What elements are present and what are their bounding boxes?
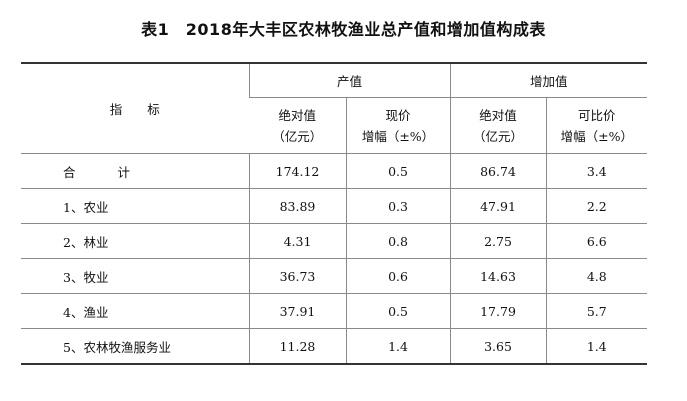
output-abs-cell: 4.31 xyxy=(248,223,346,259)
row-label: 5、农林牧渔服务业 xyxy=(21,328,249,365)
added-abs-cell: 2.75 xyxy=(449,223,547,259)
added-growth-header-line1: 可比价 xyxy=(578,107,616,123)
added-growth-cell: 3.4 xyxy=(545,153,648,189)
indicator-header: 指 标 xyxy=(21,62,249,154)
added-abs-cell: 17.79 xyxy=(449,293,547,329)
added-growth-cell: 2.2 xyxy=(545,188,648,224)
added-growth-cell: 6.6 xyxy=(545,223,648,259)
output-abs-header-line1: 绝对值 xyxy=(278,107,316,123)
header-row-1: 指 标 产值 增加值 xyxy=(21,62,648,154)
table-row: 5、农林牧渔服务业 11.28 1.4 3.65 1.4 xyxy=(21,328,648,365)
added-abs-header: 绝对值 （亿元） xyxy=(449,97,547,154)
added-growth-cell: 4.8 xyxy=(545,258,648,294)
output-growth-cell: 0.3 xyxy=(345,188,451,224)
row-label-part: 合 xyxy=(63,164,76,180)
added-growth-header: 可比价 增幅（±%） xyxy=(545,97,648,154)
header-row-2: 绝对值 （亿元） 现价 增幅（±%） 绝对值 （亿元） 可比价 增幅（±%） xyxy=(21,97,648,154)
table-row: 3、牧业 36.73 0.6 14.63 4.8 xyxy=(21,258,648,294)
output-abs-cell: 11.28 xyxy=(248,328,346,365)
row-label-part: 计 xyxy=(117,164,131,180)
added-abs-header-line2: （亿元） xyxy=(473,128,524,144)
table-row: 4、渔业 37.91 0.5 17.79 5.7 xyxy=(21,293,648,329)
table-row: 合计 174.12 0.5 86.74 3.4 xyxy=(21,153,648,189)
added-abs-header-line1: 绝对值 xyxy=(479,107,517,123)
row-label: 合计 xyxy=(21,153,249,189)
table-title: 表1 2018年大丰区农林牧渔业总产值和增加值构成表 xyxy=(141,20,546,39)
output-abs-header: 绝对值 （亿元） xyxy=(249,97,346,154)
added-abs-cell: 3.65 xyxy=(449,328,547,365)
added-abs-cell: 86.74 xyxy=(449,153,547,189)
output-growth-cell: 0.5 xyxy=(345,153,451,189)
output-growth-header: 现价 增幅（±%） xyxy=(345,97,451,154)
row-label: 4、渔业 xyxy=(21,293,249,329)
output-abs-cell: 36.73 xyxy=(248,258,346,294)
output-value-header: 产值 xyxy=(248,62,451,98)
output-growth-cell: 0.5 xyxy=(345,293,451,329)
added-value-header: 增加值 xyxy=(449,62,648,98)
output-abs-cell: 174.12 xyxy=(248,153,346,189)
added-abs-cell: 14.63 xyxy=(449,258,547,294)
table-row: 2、林业 4.31 0.8 2.75 6.6 xyxy=(21,223,648,259)
added-growth-header-line2: 增幅（±%） xyxy=(560,128,633,144)
data-table: 指 标 产值 增加值 绝对值 （亿元） 现价 增幅（±%） 绝对值 （亿元） 可… xyxy=(21,62,648,365)
row-label: 2、林业 xyxy=(21,223,249,259)
row-label: 1、农业 xyxy=(21,188,249,224)
added-growth-cell: 1.4 xyxy=(545,328,648,365)
output-growth-cell: 0.8 xyxy=(345,223,451,259)
added-growth-cell: 5.7 xyxy=(545,293,648,329)
output-abs-header-line2: （亿元） xyxy=(272,128,323,144)
output-abs-cell: 83.89 xyxy=(248,188,346,224)
added-abs-cell: 47.91 xyxy=(449,188,547,224)
table-row: 1、农业 83.89 0.3 47.91 2.2 xyxy=(21,188,648,224)
output-growth-header-line1: 现价 xyxy=(385,107,411,123)
output-abs-cell: 37.91 xyxy=(248,293,346,329)
output-growth-header-line2: 增幅（±%） xyxy=(361,128,435,144)
output-growth-cell: 1.4 xyxy=(345,328,451,365)
output-growth-cell: 0.6 xyxy=(345,258,451,294)
row-label: 3、牧业 xyxy=(21,258,249,294)
